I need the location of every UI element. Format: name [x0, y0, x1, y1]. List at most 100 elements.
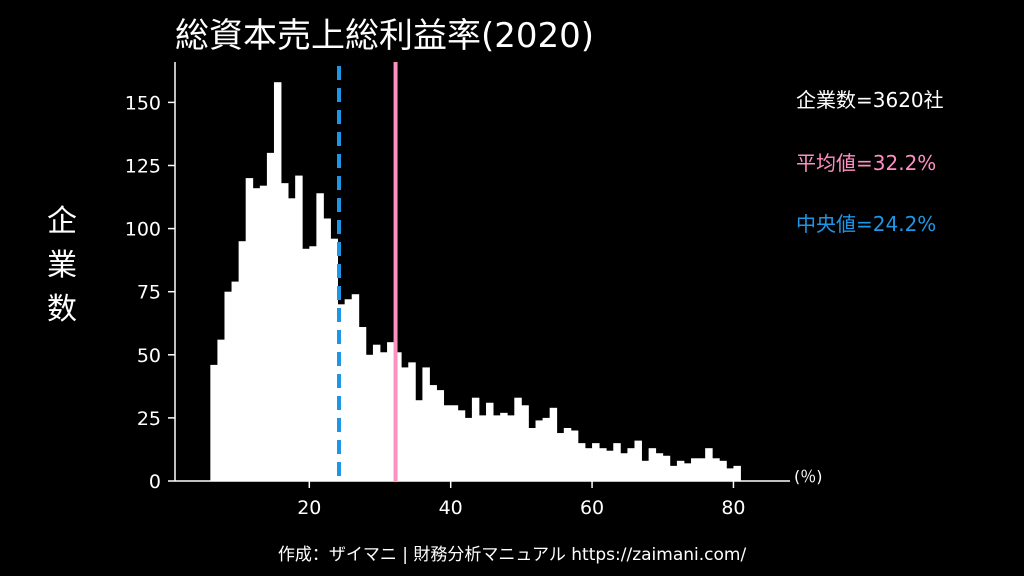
histogram-bar	[535, 420, 543, 481]
histogram-bar	[401, 367, 409, 481]
y-axis-label: 企 業 数	[42, 200, 82, 332]
y-tick-label: 50	[137, 345, 161, 367]
histogram-bar	[358, 327, 367, 481]
histogram-bar	[549, 407, 558, 481]
histogram-bars	[210, 82, 741, 482]
histogram-bar	[648, 448, 657, 481]
histogram-bar	[570, 430, 579, 481]
histogram-bar	[691, 458, 699, 481]
histogram-bar	[606, 450, 614, 481]
histogram-bar	[337, 304, 346, 481]
histogram-bar	[288, 198, 296, 481]
histogram-bar	[563, 427, 572, 481]
mean-label: 平均値=32.2%	[796, 151, 937, 175]
histogram-bar	[302, 248, 310, 481]
histogram-bar	[429, 385, 437, 481]
histogram-bar	[245, 178, 254, 481]
reference-lines	[337, 62, 398, 481]
histogram-bar	[726, 468, 734, 481]
y-tick-label: 0	[149, 471, 161, 493]
histogram-bar	[698, 458, 706, 481]
histogram-bar	[231, 281, 240, 481]
histogram-bar	[217, 339, 225, 481]
histogram-bar	[705, 448, 713, 481]
histogram-bar	[281, 183, 289, 482]
histogram-bar	[295, 175, 303, 481]
histogram-bar	[712, 458, 720, 481]
histogram-bar	[478, 415, 487, 481]
histogram-bar	[669, 465, 678, 481]
histogram-bar	[528, 427, 536, 481]
histogram-bar	[351, 294, 360, 481]
histogram-bar	[422, 367, 430, 481]
histogram-bar	[627, 448, 635, 481]
x-axis-unit-label: (％)	[794, 467, 823, 486]
histogram-bar	[415, 400, 423, 481]
histogram-bar	[542, 417, 551, 481]
histogram-bar	[507, 415, 515, 481]
histogram-bar	[556, 433, 565, 481]
histogram-bar	[719, 460, 727, 481]
histogram-bar	[252, 188, 261, 481]
histogram-bar	[592, 443, 600, 481]
histogram-bar	[266, 152, 275, 481]
y-tick-label: 25	[137, 408, 161, 430]
histogram-bar	[273, 82, 282, 481]
histogram-bar	[683, 463, 692, 481]
chart-title: 総資本売上総利益率(2020)	[175, 16, 595, 56]
histogram-bar	[613, 443, 621, 481]
histogram-bar	[620, 453, 628, 481]
y-tick-label: 125	[125, 155, 161, 177]
histogram-bar	[387, 342, 395, 481]
y-tick-label: 75	[137, 282, 161, 304]
histogram-bar	[380, 352, 388, 481]
x-tick-label: 20	[297, 497, 321, 519]
histogram-bar	[309, 246, 317, 481]
histogram-bar	[662, 455, 671, 481]
company-count-label: 企業数=3620社	[796, 88, 944, 112]
histogram-bar	[514, 397, 522, 481]
histogram-bar	[585, 448, 593, 481]
histogram-bar	[436, 390, 445, 481]
histogram-bar	[464, 417, 473, 481]
histogram-bar	[599, 448, 607, 481]
histogram-bar	[493, 415, 501, 481]
histogram-bar	[330, 238, 338, 481]
x-tick-label: 40	[439, 497, 463, 519]
x-tick-label: 60	[580, 497, 604, 519]
footer-credit: 作成：ザイマニ | 財務分析マニュアル https://zaimani.com/	[277, 545, 747, 565]
histogram-bar	[344, 299, 353, 481]
histogram-bar	[641, 460, 650, 481]
median-label: 中央値=24.2%	[796, 212, 937, 236]
histogram-bar	[259, 185, 268, 481]
histogram-bar	[316, 193, 324, 482]
histogram-bar	[323, 218, 331, 482]
histogram-bar	[486, 402, 494, 481]
histogram-bar	[372, 344, 381, 481]
histogram-bar	[238, 241, 247, 481]
histogram-bar	[443, 405, 452, 481]
histogram-bar	[733, 465, 741, 481]
histogram-bar	[676, 460, 685, 481]
histogram-bar	[365, 354, 374, 481]
histogram-bar	[457, 410, 466, 481]
histogram-bar	[634, 440, 642, 481]
histogram-bar	[471, 397, 480, 481]
histogram-bar	[210, 364, 218, 481]
histogram-bar	[500, 412, 508, 481]
y-axis-label-char: 企	[47, 204, 77, 239]
histogram-bar	[521, 405, 529, 481]
histogram-bar	[577, 443, 586, 481]
axes: 0 25 50 75 100 125 150 20 40 60 80	[125, 62, 790, 519]
histogram-bar	[655, 453, 664, 481]
y-tick-label: 100	[125, 219, 161, 241]
x-tick-label: 80	[721, 497, 745, 519]
histogram-bar	[450, 405, 459, 481]
y-tick-label: 150	[125, 92, 161, 114]
histogram-bar	[394, 352, 402, 481]
y-axis-label-char: 数	[47, 292, 77, 327]
histogram-bar	[224, 291, 232, 481]
y-axis-label-char: 業	[47, 248, 77, 283]
histogram-bar	[408, 362, 416, 481]
